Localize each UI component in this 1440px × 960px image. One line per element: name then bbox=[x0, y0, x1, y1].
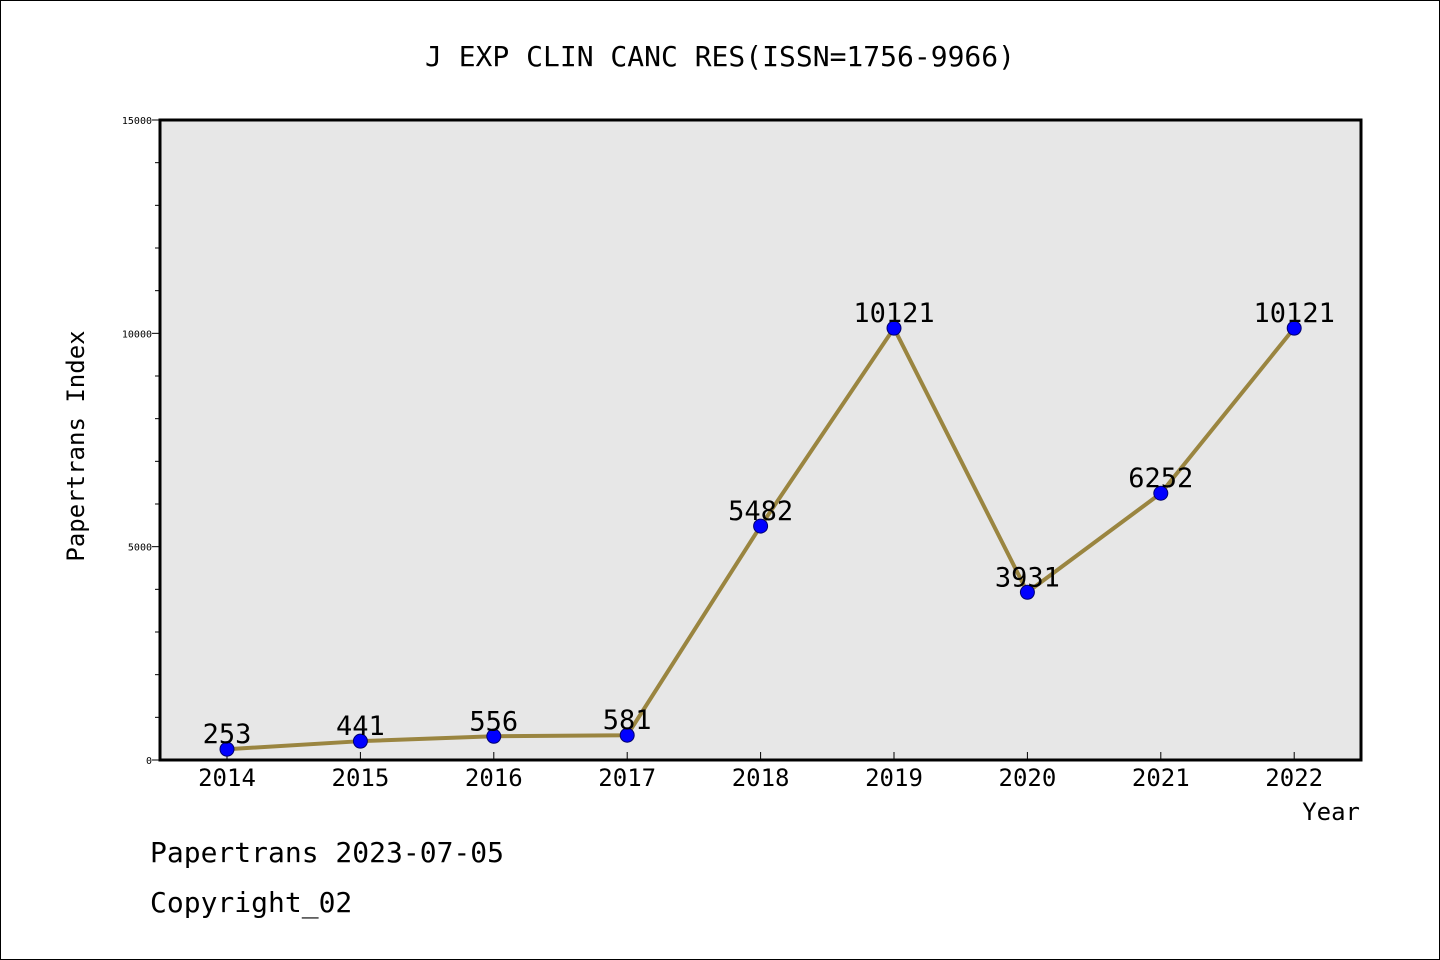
footer-date: Papertrans 2023-07-05 bbox=[150, 836, 505, 869]
data-point-label: 556 bbox=[469, 706, 518, 737]
data-point-label: 10121 bbox=[853, 298, 934, 329]
chart-title: J EXP CLIN CANC RES(ISSN=1756-9966) bbox=[425, 40, 1015, 73]
data-point-label: 441 bbox=[336, 711, 385, 742]
data-point-label: 10121 bbox=[1254, 298, 1335, 329]
data-point-label: 6252 bbox=[1128, 463, 1193, 494]
y-axis: 0 5000 10000 15000 bbox=[122, 116, 160, 767]
y-tick-label: 10000 bbox=[122, 329, 152, 340]
plot-border bbox=[158, 118, 1363, 762]
data-point-marker bbox=[1286, 320, 1302, 336]
x-tick-label: 2015 bbox=[332, 764, 390, 792]
footer-copyright: Copyright_02 bbox=[150, 886, 353, 919]
data-point-label: 253 bbox=[203, 719, 252, 750]
x-tick-label: 2019 bbox=[865, 764, 923, 792]
x-tick-label: 2014 bbox=[198, 764, 256, 792]
x-tick-label: 2018 bbox=[732, 764, 790, 792]
data-point-label: 5482 bbox=[728, 496, 793, 527]
y-axis-label: Papertrans Index bbox=[62, 330, 90, 561]
data-point-marker bbox=[886, 320, 902, 336]
x-tick-label: 2020 bbox=[999, 764, 1057, 792]
data-point-label: 581 bbox=[603, 705, 652, 736]
x-tick-label: 2021 bbox=[1132, 764, 1190, 792]
x-axis: 2014 2015 2016 2017 2018 2019 2020 2021 2022 bbox=[198, 752, 1323, 792]
data-point-marker bbox=[1019, 584, 1035, 600]
plot-area bbox=[160, 120, 1361, 760]
data-labels: 253 441 556 581 5482 10121 3931 6252 10121 bbox=[203, 298, 1335, 750]
data-point-label: 3931 bbox=[995, 562, 1060, 593]
y-tick-label: 0 bbox=[146, 756, 152, 767]
data-point-marker bbox=[753, 518, 769, 534]
x-axis-label: Year bbox=[1302, 798, 1360, 826]
y-tick-label: 5000 bbox=[128, 543, 152, 554]
data-point-marker bbox=[219, 741, 235, 757]
data-point-marker bbox=[619, 727, 635, 743]
data-point-marker bbox=[486, 728, 502, 744]
x-tick-label: 2016 bbox=[465, 764, 523, 792]
x-tick-label: 2017 bbox=[598, 764, 656, 792]
y-tick-label: 15000 bbox=[122, 116, 152, 127]
data-markers bbox=[219, 320, 1302, 757]
data-point-marker bbox=[352, 733, 368, 749]
x-tick-label: 2022 bbox=[1265, 764, 1323, 792]
data-point-marker bbox=[1153, 485, 1169, 501]
